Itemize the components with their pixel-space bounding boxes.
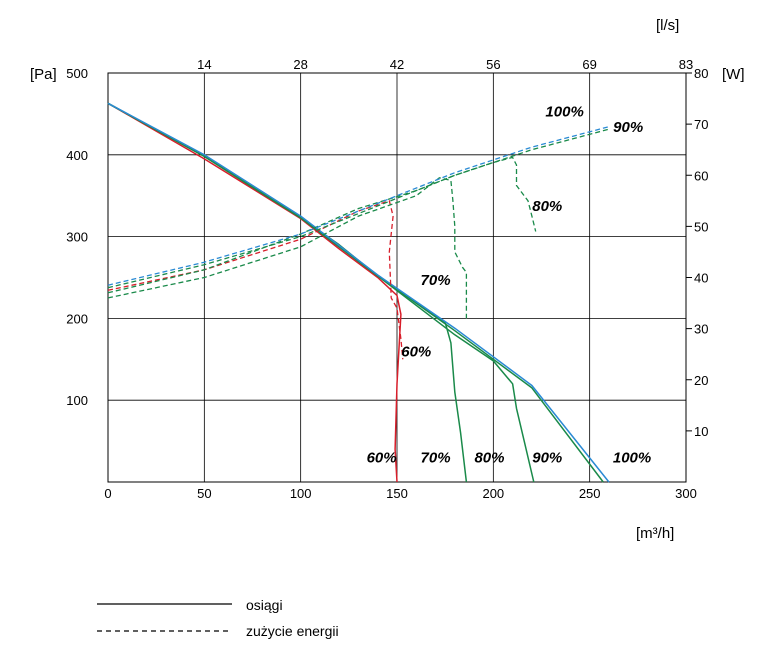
x-top-tick-label: 83 xyxy=(679,57,693,72)
curves xyxy=(107,102,610,483)
performance-curve-100pct xyxy=(107,102,610,483)
y-left-unit-label: [Pa] xyxy=(30,66,57,83)
ticks: 0 50 100 150 200 250 300 14 28 42 56 69 83 100 200 300 4… xyxy=(66,57,708,501)
y-left-tick-label: 400 xyxy=(66,148,88,163)
y-left-tick-label: 200 xyxy=(66,311,88,326)
performance-curve-70pct xyxy=(107,102,468,483)
power-curve-60pct xyxy=(107,200,404,360)
x-tick-label: 250 xyxy=(579,486,601,501)
power-curve-90pct xyxy=(107,128,610,289)
x-tick-label: 300 xyxy=(675,486,697,501)
x-tick-label: 200 xyxy=(482,486,504,501)
x-top-tick-label: 14 xyxy=(197,57,211,72)
y-right-tick-label: 80 xyxy=(694,66,708,81)
x-tick-label: 0 xyxy=(104,486,111,501)
y-right-tick-label: 30 xyxy=(694,322,708,337)
y-left-tick-label: 100 xyxy=(66,393,88,408)
y-right-tick-label: 40 xyxy=(694,271,708,286)
power-pct-label: 60% xyxy=(401,344,431,361)
power-curve-80pct xyxy=(107,156,537,294)
legend-label-zuzycie: zużycie energii xyxy=(246,623,339,639)
performance-curve-80pct xyxy=(107,102,535,483)
x-top-tick-label: 69 xyxy=(582,57,596,72)
y-right-tick-label: 20 xyxy=(694,373,708,388)
legend: osiągi zużycie energii xyxy=(97,597,339,639)
y-right-unit-label: [W] xyxy=(722,66,745,83)
grid xyxy=(107,72,687,483)
power-curve-70pct xyxy=(107,177,468,319)
x-tick-label: 100 xyxy=(290,486,312,501)
performance-pct-label: 100% xyxy=(613,449,651,466)
power-pct-label: 90% xyxy=(613,119,643,136)
performance-curve-90pct xyxy=(107,102,604,483)
performance-curve-60pct xyxy=(107,102,402,483)
x-unit-label: [m³/h] xyxy=(636,525,674,542)
power-pct-label: 100% xyxy=(545,103,583,120)
performance-pct-label: 90% xyxy=(532,449,562,466)
x-top-tick-label: 42 xyxy=(390,57,404,72)
performance-pct-label: 60% xyxy=(367,449,397,466)
y-left-tick-label: 500 xyxy=(66,66,88,81)
x-top-unit-label: [l/s] xyxy=(656,17,679,34)
x-tick-label: 150 xyxy=(386,486,408,501)
x-top-tick-label: 28 xyxy=(293,57,307,72)
power-curve-100pct xyxy=(107,126,610,286)
annotations: 100% 90% 80% 70% 60% 60% 70% 80% 90% 100% xyxy=(367,103,652,466)
y-right-tick-label: 10 xyxy=(694,424,708,439)
power-pct-label: 80% xyxy=(532,198,562,215)
power-pct-label: 70% xyxy=(421,272,451,289)
y-left-tick-label: 300 xyxy=(66,230,88,245)
performance-pct-label: 80% xyxy=(474,449,504,466)
y-right-tick-label: 60 xyxy=(694,168,708,183)
x-tick-label: 50 xyxy=(197,486,211,501)
y-right-tick-label: 50 xyxy=(694,219,708,234)
y-right-tick-label: 70 xyxy=(694,117,708,132)
performance-pct-label: 70% xyxy=(421,449,451,466)
x-top-tick-label: 56 xyxy=(486,57,500,72)
legend-label-osiagi: osiągi xyxy=(246,597,283,613)
